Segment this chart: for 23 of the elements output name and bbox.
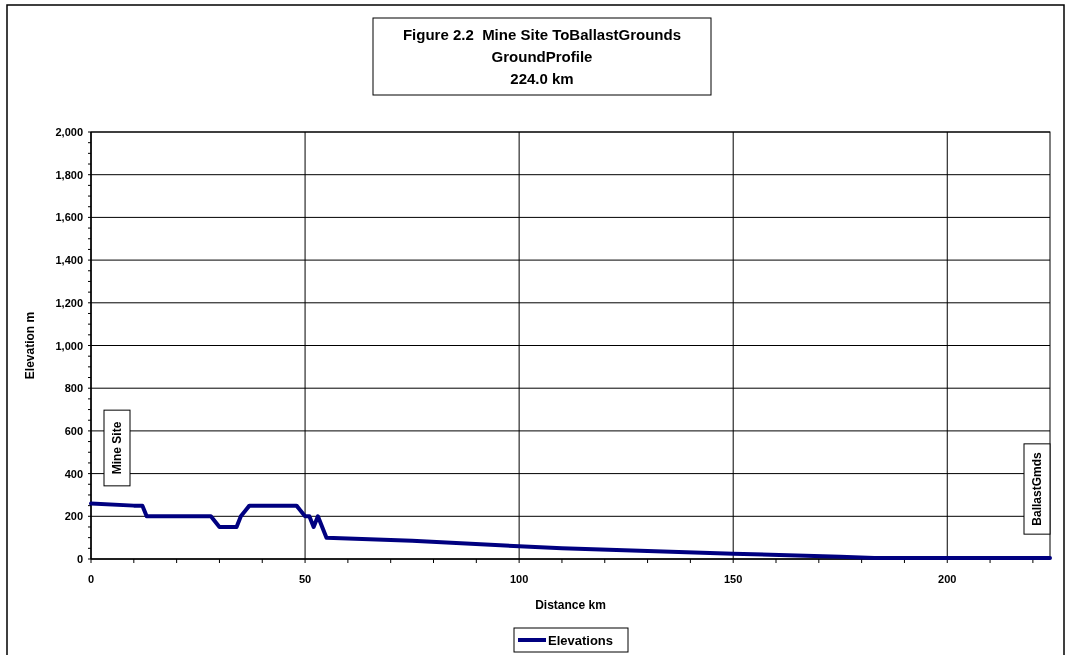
x-tick-label: 100 [509,573,529,585]
y-tick-label: 0 [76,553,83,565]
legend-label: Elevations [548,633,614,648]
annotation: Mine Site [110,421,124,475]
x-tick-label: 150 [724,573,743,585]
y-tick-label: 200 [64,510,83,523]
y-axis-title: Elevation m [23,311,37,380]
y-tick-label: 800 [64,382,83,395]
y-tick-label: 1,200 [55,296,83,309]
x-tick-label: 200 [938,573,957,585]
x-tick-label: 50 [298,573,312,585]
chart-subtitle: GroundProfile 224.0 km [491,48,593,87]
y-tick-label: 1,800 [55,168,83,181]
y-tick-label: 1,000 [55,339,83,352]
y-tick-label: 1,600 [55,211,83,224]
y-tick-label: 600 [64,424,83,437]
x-axis-title: Distance km [535,598,606,612]
chart-title: Figure 2.2 Mine Site ToBallastGrounds [402,26,682,43]
annotation: BallastGmds [1030,451,1044,526]
y-tick-label: 2,000 [55,126,83,138]
y-tick-label: 400 [64,467,83,480]
x-tick-label: 0 [87,573,95,585]
y-tick-label: 1,400 [55,254,83,267]
